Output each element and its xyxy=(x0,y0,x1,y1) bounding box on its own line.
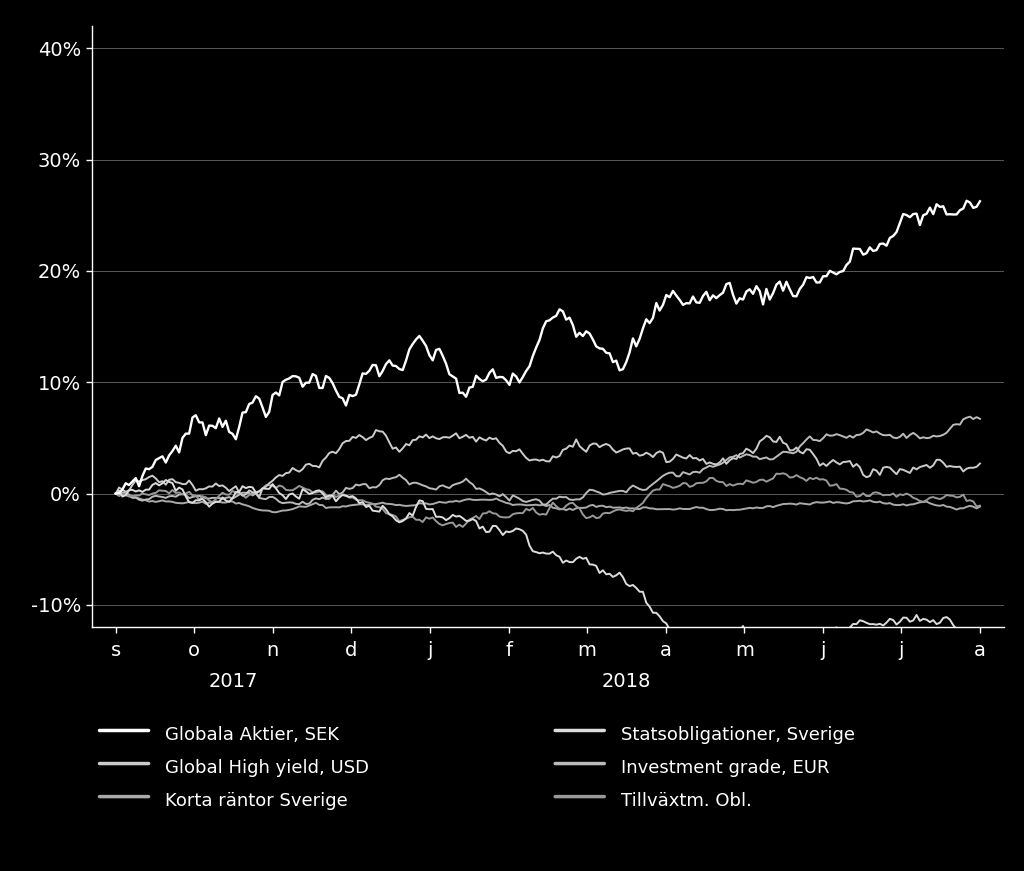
Text: Tillväxtm. Obl.: Tillväxtm. Obl. xyxy=(621,793,752,810)
Text: Global High yield, USD: Global High yield, USD xyxy=(165,760,369,777)
Text: Investment grade, EUR: Investment grade, EUR xyxy=(621,760,829,777)
Text: 2018: 2018 xyxy=(602,672,651,692)
Text: Korta räntor Sverige: Korta räntor Sverige xyxy=(165,793,348,810)
Text: Statsobligationer, Sverige: Statsobligationer, Sverige xyxy=(621,726,855,745)
Text: 2017: 2017 xyxy=(209,672,258,692)
Text: Globala Aktier, SEK: Globala Aktier, SEK xyxy=(165,726,339,745)
